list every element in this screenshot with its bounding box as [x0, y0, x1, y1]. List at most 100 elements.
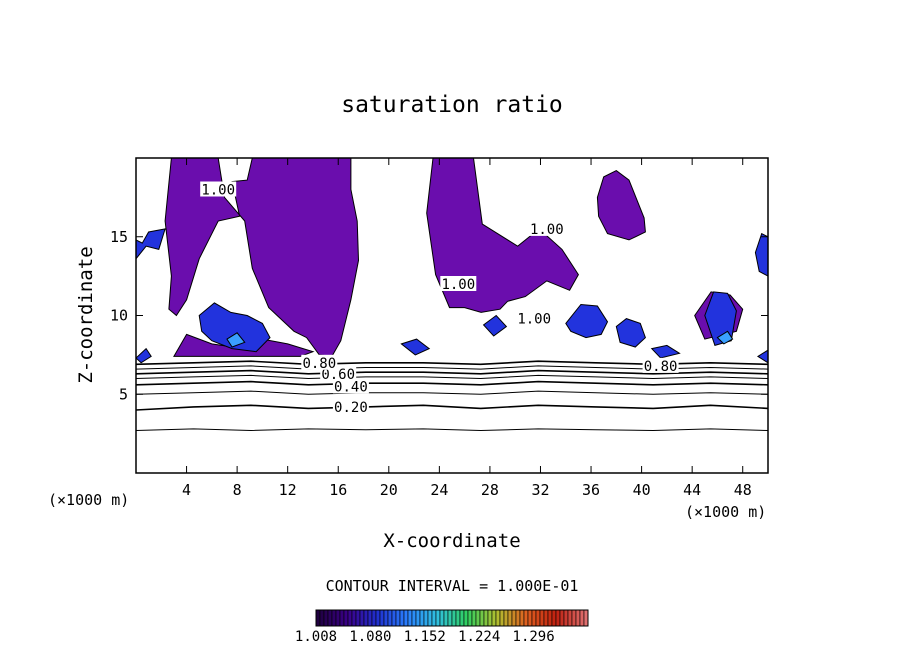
colorbar-swatch: [411, 609, 417, 627]
chart-title: saturation ratio: [341, 92, 563, 118]
colorbar-swatch: [315, 609, 321, 627]
region-supersaturated-1.12-17: [716, 330, 734, 345]
colorbar-tick-label: 1.224: [458, 629, 500, 645]
colorbar-swatch: [347, 609, 353, 627]
colorbar-swatch: [435, 609, 441, 627]
contour-label-bg: [200, 181, 237, 197]
colorbar-swatch: [363, 609, 369, 627]
colorbar-swatch: [447, 609, 453, 627]
colorbar-swatch: [539, 609, 545, 627]
colorbar-swatch: [511, 609, 517, 627]
region-supersaturated-1.04-15: [756, 349, 768, 364]
x-tick-label: 12: [279, 481, 297, 499]
y-tick-label: 10: [110, 307, 128, 325]
colorbar-swatch: [407, 609, 413, 627]
colorbar-swatch: [495, 609, 501, 627]
x-unit-right: (×1000 m): [685, 503, 766, 521]
contour-label: 0.60: [321, 367, 355, 383]
x-tick-label: 20: [380, 481, 398, 499]
colorbar-swatch: [371, 609, 377, 627]
contour-label: 0.40: [334, 379, 368, 395]
x-unit-left: (×1000 m): [48, 491, 129, 509]
colorbar-swatch: [547, 609, 553, 627]
colorbar-swatch: [343, 609, 349, 627]
region-saturated-1.008-3: [173, 333, 315, 357]
colorbar-swatch: [563, 609, 569, 627]
colorbar-swatch: [571, 609, 577, 627]
region-supersaturated-1.04-5: [198, 302, 271, 353]
colorbar-tick-label: 1.008: [295, 629, 337, 645]
contour-label-bg: [528, 220, 565, 236]
contour-labels: 0.200.400.600.80 0.801.001.001.001.00: [200, 181, 679, 416]
contour-label-bg: [642, 357, 679, 373]
colorbar-swatch: [399, 609, 405, 627]
plot-area: [136, 158, 768, 432]
contour-line-0.2: [136, 404, 768, 411]
colorbar-swatch: [483, 609, 489, 627]
colorbar-swatch: [375, 609, 381, 627]
colorbar-swatch: [491, 609, 497, 627]
region-supersaturated-1.12-16: [226, 332, 246, 348]
colorbar-swatch: [431, 609, 437, 627]
colorbar-swatch: [403, 609, 409, 627]
region-supersaturated-1.04-14: [136, 347, 152, 364]
colorbar-swatch: [535, 609, 541, 627]
colorbar-swatch: [331, 609, 337, 627]
region-supersaturated-1.04-9: [754, 232, 768, 277]
x-tick-label: 40: [633, 481, 651, 499]
colorbar-swatch: [459, 609, 465, 627]
contour-label: 0.20: [334, 400, 368, 416]
colorbar-swatch: [387, 609, 393, 627]
colorbar-swatch: [443, 609, 449, 627]
y-tick-label: 15: [110, 228, 128, 246]
colorbar-swatch: [383, 609, 389, 627]
colorbar-swatch: [479, 609, 485, 627]
colorbar-swatch: [579, 609, 585, 627]
x-axis-label: X-coordinate: [383, 530, 520, 552]
y-axis: 5 10 15: [110, 228, 768, 403]
colorbar-swatch: [463, 609, 469, 627]
y-axis-label: Z-coordinate: [75, 246, 97, 383]
x-tick-label: 48: [734, 481, 752, 499]
colorbar-swatch: [515, 609, 521, 627]
x-tick-label: 44: [683, 481, 701, 499]
colorbar-swatch: [327, 609, 333, 627]
colorbar-swatch: [487, 609, 493, 627]
colorbar-ticks: 1.008 1.080 1.152 1.224 1.296: [295, 629, 555, 645]
colorbar-swatch: [503, 609, 509, 627]
x-tick-label: 8: [233, 481, 242, 499]
colorbar-swatch: [499, 609, 505, 627]
colorbar-swatch: [471, 609, 477, 627]
region-supersaturated-1.04-10: [136, 228, 166, 260]
contour-line-0.6: [136, 369, 768, 375]
contour-label: 1.00: [201, 183, 235, 199]
colorbar-swatch: [339, 609, 345, 627]
colorbar-swatch: [419, 609, 425, 627]
contour-label: 0.80: [302, 356, 336, 372]
colorbar-swatch: [583, 609, 589, 627]
x-tick-label: 36: [582, 481, 600, 499]
x-tick-label: 32: [531, 481, 549, 499]
colorbar-swatch: [451, 609, 457, 627]
colorbar-swatch: [455, 609, 461, 627]
region-supersaturated-1.04-6: [565, 303, 609, 339]
colorbar-swatch: [531, 609, 537, 627]
colorbar-swatch: [439, 609, 445, 627]
x-tick-label: 4: [182, 481, 191, 499]
colorbar-swatch: [559, 609, 565, 627]
contour-line-0.1: [136, 428, 768, 432]
contour-line-0.5: [136, 374, 768, 380]
colorbar-swatch: [391, 609, 397, 627]
colorbar-swatch: [323, 609, 329, 627]
contour-label: 0.80: [644, 359, 678, 375]
region-supersaturated-1.04-12: [482, 314, 508, 337]
colorbar-swatch: [351, 609, 357, 627]
region-supersaturated-1.04-7: [615, 318, 646, 348]
x-tick-label: 16: [329, 481, 347, 499]
region-saturated-1.008-2: [596, 170, 646, 241]
colorbar-swatch: [519, 609, 525, 627]
x-tick-label: 24: [430, 481, 448, 499]
contour-label-bg: [440, 276, 477, 291]
colorbar-swatch: [379, 609, 385, 627]
